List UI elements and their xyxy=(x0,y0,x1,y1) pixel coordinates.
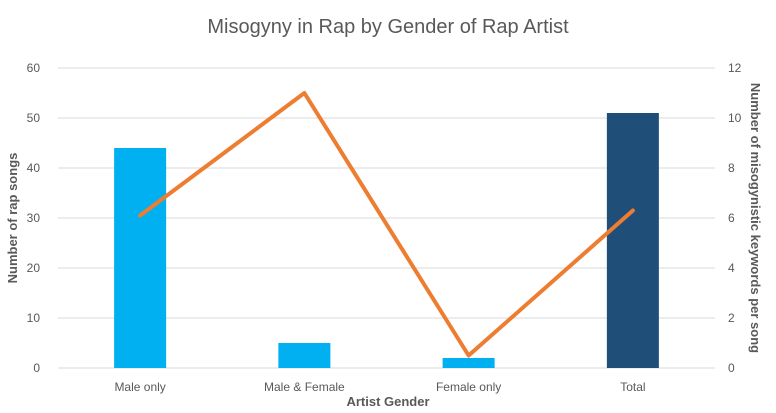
bar xyxy=(606,113,659,368)
y-tick-label: 60 xyxy=(27,61,41,75)
x-axis-ticks: Male only Male & Female Female only Total xyxy=(114,380,645,394)
x-tick-label: Male & Female xyxy=(264,380,345,394)
line-series-path xyxy=(138,91,635,358)
y2-tick-label: 4 xyxy=(728,261,735,275)
line-series xyxy=(138,91,635,358)
x-tick-label: Female only xyxy=(436,380,501,394)
gridlines xyxy=(58,67,715,369)
y-axis-right-ticks: 0 2 4 6 8 10 12 xyxy=(728,61,742,375)
bar xyxy=(442,358,495,368)
y-axis-left-ticks: 0 10 20 30 40 50 60 xyxy=(27,61,41,375)
y-tick-label: 0 xyxy=(33,361,40,375)
bar xyxy=(278,343,331,368)
x-tick-label: Male only xyxy=(114,380,165,394)
y-axis-left-title: Number of rap songs xyxy=(5,153,20,284)
x-axis-title: Artist Gender xyxy=(346,394,429,409)
bar xyxy=(114,148,167,368)
y-tick-label: 50 xyxy=(27,111,41,125)
y2-tick-label: 12 xyxy=(728,61,742,75)
y-tick-label: 30 xyxy=(27,211,41,225)
y-tick-label: 40 xyxy=(27,161,41,175)
chart-title: Misogyny in Rap by Gender of Rap Artist xyxy=(207,16,569,38)
y-tick-label: 20 xyxy=(27,261,41,275)
y2-tick-label: 8 xyxy=(728,161,735,175)
y-axis-right-title: Number of misogynistic keywords per song xyxy=(748,83,763,353)
y2-tick-label: 6 xyxy=(728,211,735,225)
bar-series xyxy=(114,113,659,368)
y-tick-label: 10 xyxy=(27,311,41,325)
y2-tick-label: 2 xyxy=(728,311,735,325)
y2-tick-label: 10 xyxy=(728,111,742,125)
y2-tick-label: 0 xyxy=(728,361,735,375)
x-tick-label: Total xyxy=(620,380,645,394)
